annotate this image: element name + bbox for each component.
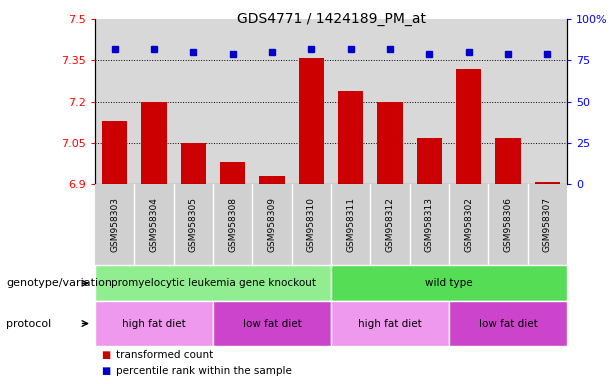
- Text: promyelocytic leukemia gene knockout: promyelocytic leukemia gene knockout: [110, 278, 316, 288]
- Bar: [377, 102, 403, 184]
- Text: GSM958307: GSM958307: [543, 197, 552, 252]
- Bar: [338, 91, 364, 184]
- Bar: [220, 162, 245, 184]
- Text: low fat diet: low fat diet: [243, 318, 302, 329]
- Text: wild type: wild type: [425, 278, 473, 288]
- Text: GSM958310: GSM958310: [307, 197, 316, 252]
- Text: GSM958308: GSM958308: [228, 197, 237, 252]
- Bar: [181, 143, 206, 184]
- Text: protocol: protocol: [6, 318, 51, 329]
- Text: GSM958306: GSM958306: [503, 197, 512, 252]
- Bar: [535, 182, 560, 184]
- Bar: [417, 137, 442, 184]
- Bar: [259, 176, 285, 184]
- Bar: [299, 58, 324, 184]
- Text: GSM958302: GSM958302: [464, 197, 473, 252]
- Text: ■: ■: [101, 350, 110, 360]
- Text: GSM958312: GSM958312: [386, 197, 395, 252]
- Text: ■: ■: [101, 366, 110, 376]
- Text: GDS4771 / 1424189_PM_at: GDS4771 / 1424189_PM_at: [237, 12, 425, 25]
- Text: percentile rank within the sample: percentile rank within the sample: [116, 366, 292, 376]
- Text: GSM958313: GSM958313: [425, 197, 434, 252]
- Text: GSM958304: GSM958304: [150, 197, 159, 252]
- Text: transformed count: transformed count: [116, 350, 214, 360]
- Text: high fat diet: high fat diet: [358, 318, 422, 329]
- Bar: [456, 69, 481, 184]
- Bar: [141, 102, 167, 184]
- Text: GSM958309: GSM958309: [267, 197, 276, 252]
- Text: GSM958311: GSM958311: [346, 197, 355, 252]
- Text: GSM958305: GSM958305: [189, 197, 198, 252]
- Text: low fat diet: low fat diet: [479, 318, 538, 329]
- Bar: [495, 137, 521, 184]
- Bar: [102, 121, 128, 184]
- Text: high fat diet: high fat diet: [122, 318, 186, 329]
- Text: genotype/variation: genotype/variation: [6, 278, 112, 288]
- Text: GSM958303: GSM958303: [110, 197, 119, 252]
